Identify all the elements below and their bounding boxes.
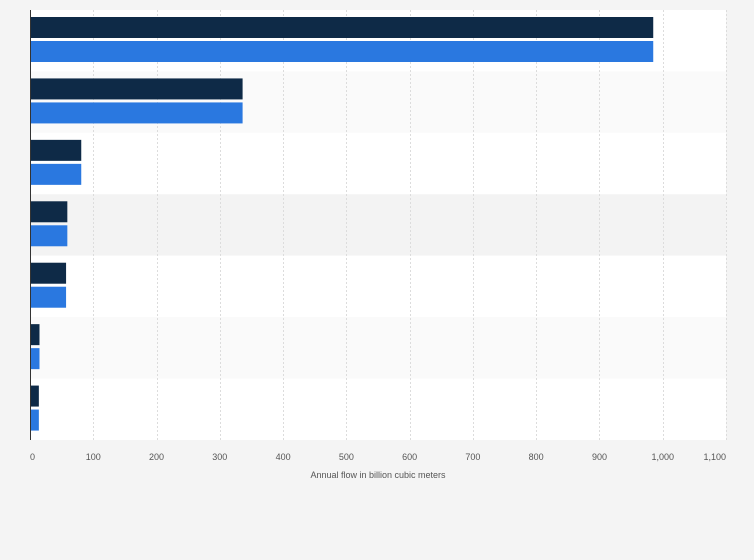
bar: [30, 324, 40, 346]
bar: [30, 41, 654, 62]
bar: [30, 102, 243, 124]
bar: [30, 225, 68, 247]
bar: [30, 409, 39, 431]
bar: [30, 163, 82, 185]
x-tick-label: 200: [149, 452, 164, 462]
x-tick-label: 600: [402, 452, 417, 462]
bar: [30, 78, 243, 100]
bar: [30, 17, 654, 38]
row-band: [30, 132, 726, 195]
x-tick-label: 800: [529, 452, 544, 462]
bar: [30, 286, 67, 308]
bars: [30, 17, 654, 431]
x-tick-label: 0: [30, 452, 35, 462]
x-tick-label: 1,000: [651, 452, 674, 462]
bar: [30, 262, 67, 284]
row-band: [30, 194, 726, 256]
x-tick-label: 900: [592, 452, 607, 462]
bar: [30, 139, 82, 161]
x-tick-label: 1,100: [703, 452, 726, 462]
row-band: [30, 317, 726, 379]
bar: [30, 348, 40, 370]
x-tick-label: 400: [276, 452, 291, 462]
x-tick-labels: 0 100 200 300 400 500 600 700 800 900 1,000 1,100: [30, 452, 726, 462]
row-band: [30, 378, 726, 440]
x-tick-label: 500: [339, 452, 354, 462]
x-axis-title: Annual flow in billion cubic meters: [310, 470, 446, 480]
bar: [30, 385, 39, 407]
x-tick-label: 700: [465, 452, 480, 462]
bar: [30, 201, 68, 223]
x-tick-label: 100: [86, 452, 101, 462]
row-bands: [30, 10, 726, 440]
x-tick-label: 300: [212, 452, 227, 462]
row-band: [30, 255, 726, 318]
